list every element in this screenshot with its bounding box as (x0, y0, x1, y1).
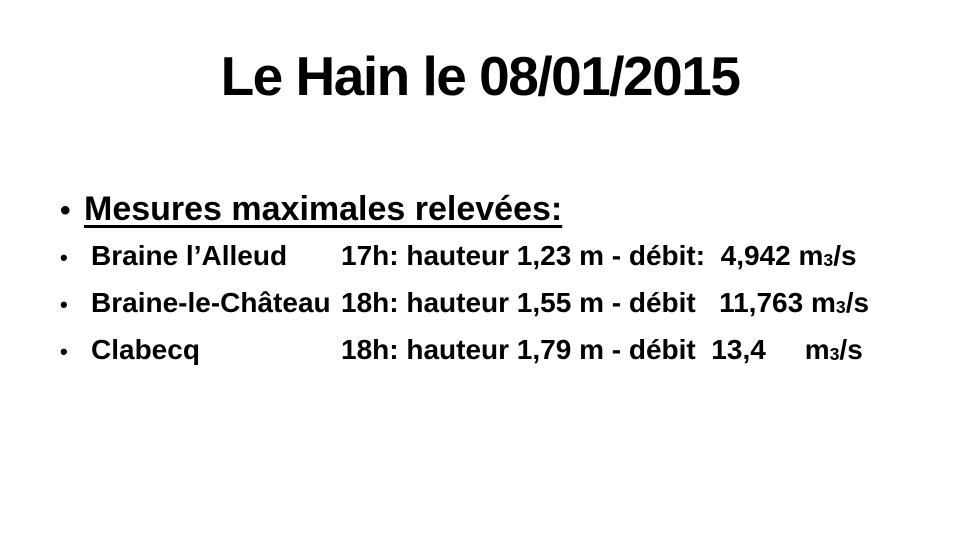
measure-row-braine-le-chateau: • Braine-le-Château 18h: hauteur 1,55 m … (60, 281, 940, 328)
bullet-list: • Mesures maximales relevées: • Braine l… (60, 186, 940, 375)
unit-subscript: 3 (835, 297, 846, 318)
bullet-icon: • (60, 292, 68, 317)
station-name: Braine l’Alleud (91, 240, 288, 271)
bullet-icon: • (60, 339, 68, 364)
unit-rest: /s (833, 240, 857, 271)
unit-subscript: 3 (823, 250, 834, 271)
unit-rest: /s (845, 287, 870, 318)
unit-subscript: 3 (829, 344, 840, 365)
unit-base: m (804, 334, 830, 365)
unit-m3s: m3/s (805, 328, 863, 375)
unit-m3s: m3/s (811, 281, 869, 328)
measurement-text: 17h: hauteur 1,23 m - débit: 4,942 (341, 240, 799, 271)
station-name: Clabecq (91, 334, 200, 365)
unit-base: m (810, 287, 836, 318)
unit-rest: /s (839, 334, 863, 365)
measurement-text: 18h: hauteur 1,79 m - débit 13,4 (341, 334, 805, 365)
bullet-icon: • (60, 245, 68, 270)
heading-line: • Mesures maximales relevées: (60, 186, 940, 234)
unit-m3s: m3/s (798, 234, 856, 281)
heading-mesures-maximales: Mesures maximales relevées: (84, 190, 563, 228)
station-name: Braine-le-Château (91, 287, 331, 318)
measure-row-braine-alleud: • Braine l’Alleud 17h: hauteur 1,23 m - … (60, 234, 940, 281)
bullet-icon: • (60, 194, 71, 227)
measure-row-clabecq: • Clabecq 18h: hauteur 1,79 m - débit 13… (60, 328, 940, 375)
measurement-text: 18h: hauteur 1,55 m - débit 11,763 (341, 287, 811, 318)
unit-base: m (798, 240, 824, 271)
slide-title: Le Hain le 08/01/2015 (220, 45, 741, 107)
